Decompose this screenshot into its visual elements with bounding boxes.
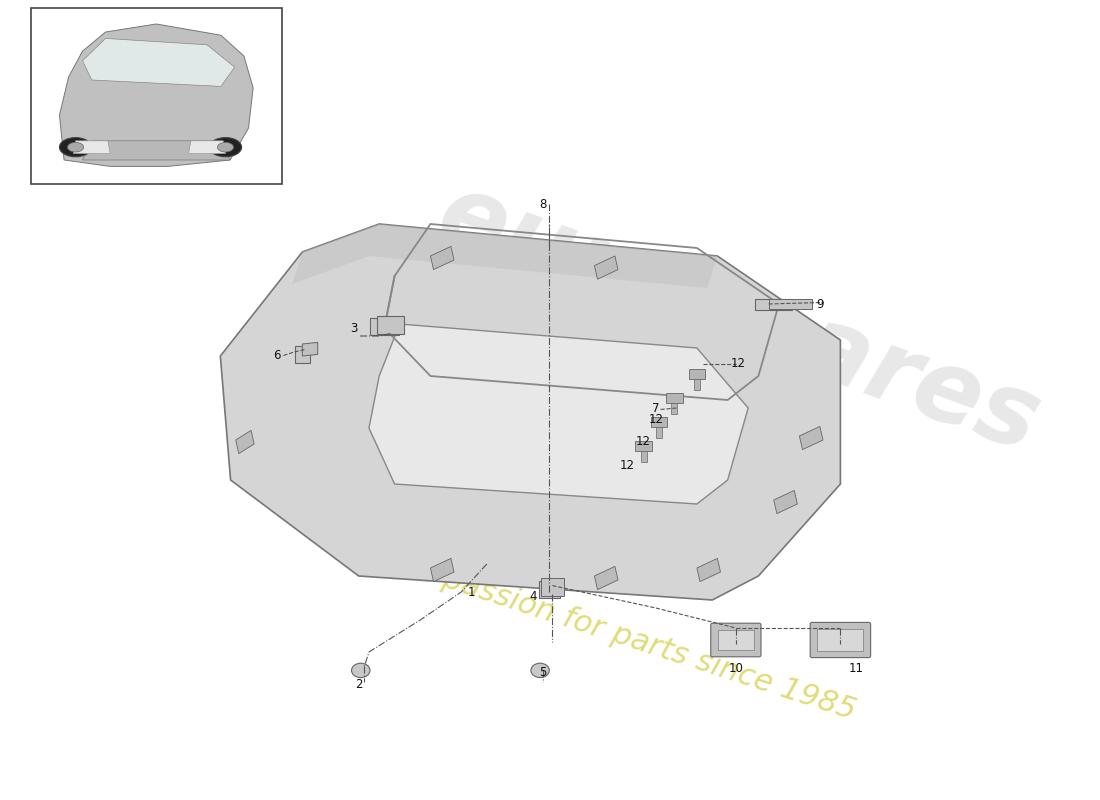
Text: 12: 12 (636, 435, 651, 448)
Bar (541, 578, 563, 596)
Bar (817, 629, 864, 651)
Polygon shape (430, 558, 454, 582)
Bar (295, 346, 309, 363)
Circle shape (352, 663, 370, 678)
Polygon shape (594, 566, 618, 590)
Polygon shape (59, 24, 253, 166)
Text: 2: 2 (355, 678, 363, 690)
Text: 3: 3 (350, 322, 358, 334)
Text: 7: 7 (652, 402, 660, 414)
Text: 8: 8 (539, 198, 547, 210)
Polygon shape (368, 324, 748, 504)
Polygon shape (773, 490, 798, 514)
Bar (667, 393, 683, 403)
Polygon shape (800, 426, 823, 450)
Bar (651, 417, 668, 427)
Polygon shape (188, 141, 226, 154)
FancyBboxPatch shape (811, 622, 870, 658)
Text: 9: 9 (816, 298, 824, 310)
Text: 4: 4 (529, 590, 537, 602)
Bar (31, 8, 282, 184)
Polygon shape (302, 342, 318, 356)
Polygon shape (220, 224, 840, 600)
Ellipse shape (59, 138, 91, 157)
Text: 12: 12 (648, 413, 663, 426)
Ellipse shape (218, 142, 233, 152)
Bar (636, 441, 652, 451)
Bar (656, 427, 662, 438)
Bar (370, 318, 398, 335)
Text: 5: 5 (539, 666, 547, 678)
Ellipse shape (209, 138, 242, 157)
Text: 12: 12 (730, 358, 746, 370)
Bar (640, 451, 647, 462)
Polygon shape (82, 141, 230, 160)
Text: 10: 10 (728, 662, 744, 674)
Polygon shape (594, 256, 618, 279)
Text: 12: 12 (619, 459, 635, 472)
Polygon shape (74, 141, 110, 154)
Circle shape (531, 663, 549, 678)
Bar (689, 369, 705, 379)
Polygon shape (82, 38, 234, 86)
Ellipse shape (67, 142, 84, 152)
Bar (539, 581, 560, 598)
Bar (694, 379, 700, 390)
Text: 6: 6 (273, 350, 280, 362)
Text: eurospares: eurospares (425, 166, 1052, 474)
Polygon shape (293, 224, 717, 288)
Bar (671, 403, 678, 414)
Text: a passion for parts since 1985: a passion for parts since 1985 (411, 555, 859, 725)
Polygon shape (235, 430, 254, 454)
Polygon shape (430, 246, 454, 270)
FancyBboxPatch shape (711, 623, 761, 657)
Text: 1: 1 (468, 586, 475, 598)
Text: 11: 11 (848, 662, 864, 674)
Bar (756, 299, 792, 310)
Bar (769, 299, 812, 309)
Polygon shape (697, 558, 720, 582)
Bar (718, 630, 754, 650)
Bar (377, 316, 404, 334)
